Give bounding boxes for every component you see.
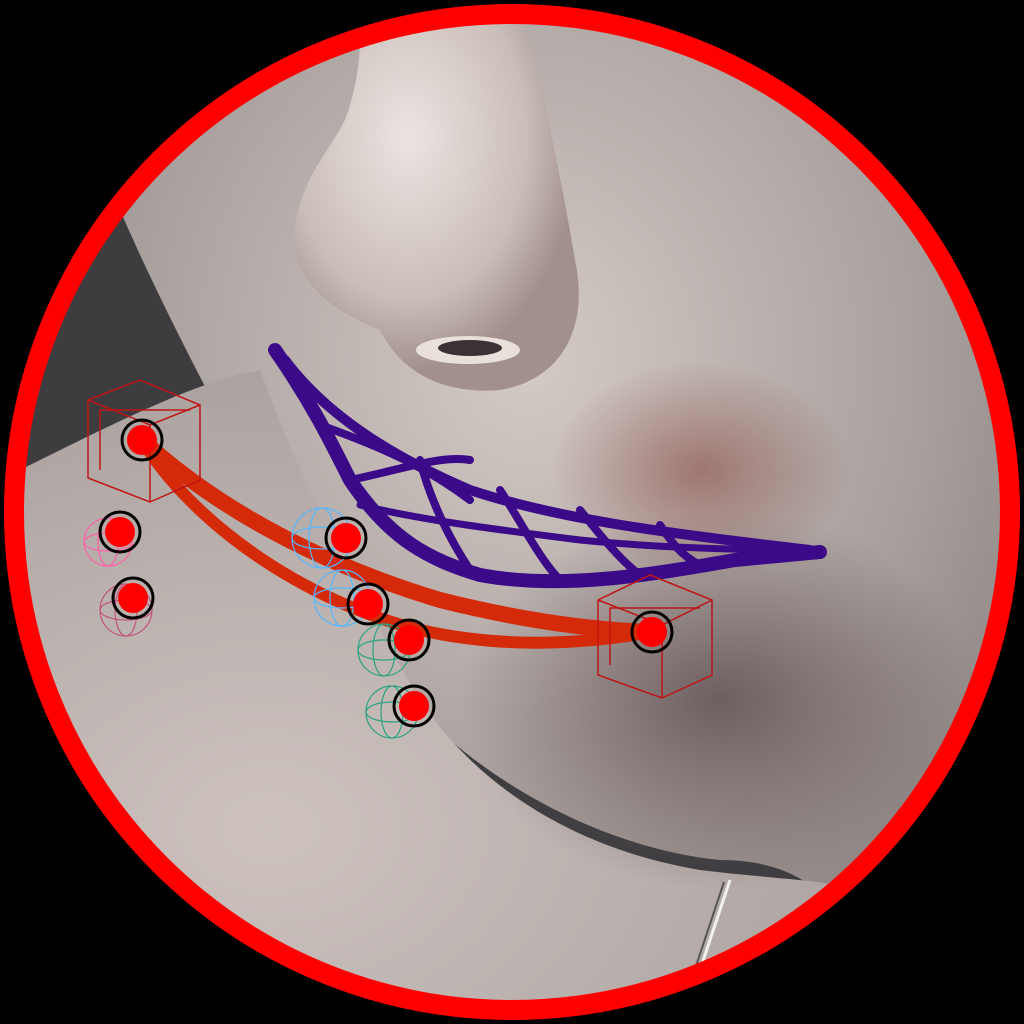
cheek-lower-handle[interactable] xyxy=(111,576,155,620)
mouth-corner-right-handle[interactable] xyxy=(630,610,674,654)
nose xyxy=(294,20,579,391)
cube-control-icon[interactable] xyxy=(87,379,201,503)
jaw-upper-handle[interactable] xyxy=(324,516,368,560)
viewport-frame-ring xyxy=(4,4,1020,1020)
cheek-upper-handle[interactable] xyxy=(98,510,142,554)
lip-curve-lattice xyxy=(268,343,827,589)
rig-handles[interactable] xyxy=(98,418,674,728)
jaw-mid-handle[interactable] xyxy=(346,582,390,626)
mouth-corner-left-handle[interactable] xyxy=(120,418,164,462)
jaw-shadow xyxy=(460,510,980,890)
chin-upper-handle[interactable] xyxy=(387,618,431,662)
nostril xyxy=(438,340,502,356)
chin-lower-handle[interactable] xyxy=(392,684,436,728)
